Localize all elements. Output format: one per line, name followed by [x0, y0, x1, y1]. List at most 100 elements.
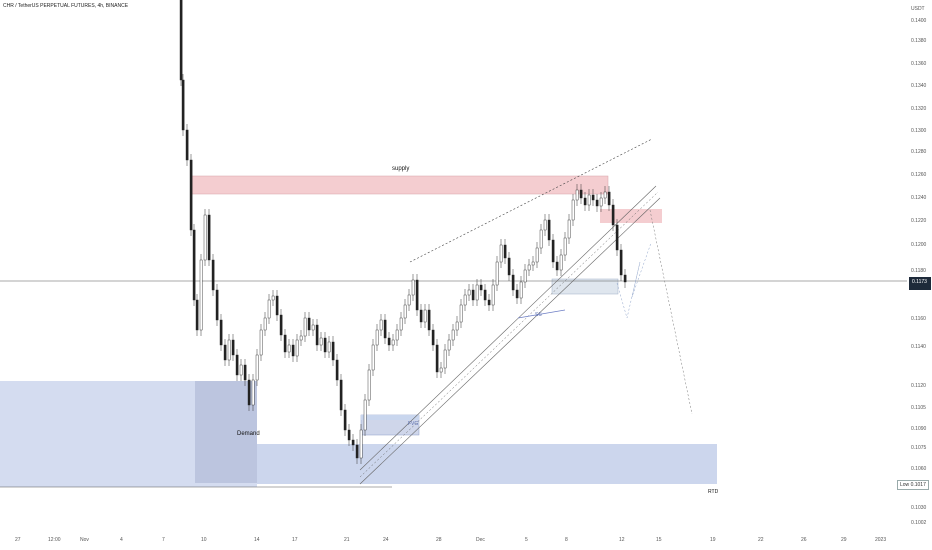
price-tick: 0.1400: [911, 18, 927, 24]
candle-up: [391, 339, 395, 346]
candle-down: [435, 344, 439, 373]
price-tick: 0.1280: [911, 149, 927, 155]
candle-down: [503, 244, 507, 259]
low-value: 0.1017: [910, 482, 926, 488]
time-tick: 15: [656, 537, 662, 543]
candle-up: [399, 317, 403, 331]
candle-up: [303, 317, 307, 337]
candle-up: [575, 189, 579, 201]
candle-up: [523, 269, 527, 283]
time-tick: 28: [436, 537, 442, 543]
candle-up: [263, 317, 267, 331]
price-tick: 0.1320: [911, 106, 927, 112]
supply-label: supply: [392, 166, 410, 172]
candle-up: [299, 335, 303, 341]
candle-up: [519, 281, 523, 299]
time-tick: 27: [15, 537, 21, 543]
candle-up: [463, 294, 467, 306]
price-tick: 0.1030: [911, 505, 927, 511]
price-tick: 0.1120: [911, 383, 926, 389]
candle-down: [583, 197, 587, 206]
candle-down: [291, 344, 295, 357]
candle-up: [459, 304, 463, 323]
supply-zone: [191, 175, 609, 195]
candle-up: [295, 339, 299, 357]
candle-up: [423, 309, 427, 323]
candle-up: [499, 244, 503, 263]
candle-up: [567, 219, 571, 239]
candle-down: [623, 274, 627, 283]
candle-up: [359, 429, 363, 459]
time-tick: 12:00: [48, 537, 61, 543]
candle-up: [255, 354, 259, 381]
candle-down: [215, 289, 219, 321]
price-axis[interactable]: USDT 0.1400 0.1380 0.1360 0.1340 0.1320 0.130…: [907, 0, 932, 530]
candle-down: [591, 194, 595, 201]
time-tick: 12: [619, 537, 625, 543]
candle-down: [615, 224, 619, 251]
candle-down: [547, 219, 551, 241]
candle-down: [219, 319, 223, 346]
candles: [179, 0, 627, 464]
time-tick: 17: [292, 537, 298, 543]
candle-down: [427, 309, 431, 331]
candle-down: [387, 337, 391, 346]
candle-up: [267, 299, 271, 319]
candle-down: [507, 257, 511, 276]
price-tick: 0.1340: [911, 83, 927, 89]
price-chart: [0, 0, 907, 488]
candle-up: [599, 197, 603, 207]
channel-lower: [359, 197, 661, 485]
price-tick: 0.1075: [911, 445, 927, 451]
candle-up: [411, 279, 415, 296]
candle-up: [603, 191, 607, 199]
candle-up: [563, 237, 567, 256]
candle-up: [227, 339, 231, 361]
price-tick: 0.1105: [911, 405, 926, 411]
price-tick: 0.1260: [911, 172, 927, 178]
candle-down: [383, 319, 387, 339]
candle-up: [571, 199, 575, 221]
candle-up: [367, 369, 371, 401]
candle-up: [559, 254, 563, 271]
candle-down: [471, 289, 475, 301]
candle-up: [439, 367, 443, 373]
fvg-label: FVG: [408, 421, 419, 427]
candle-down: [181, 79, 185, 131]
time-tick: 22: [758, 537, 764, 543]
candle-up: [327, 341, 331, 353]
candle-down: [231, 339, 235, 356]
chart-area[interactable]: CHR / TetherUS PERPETUAL FUTURES, 4h, BI…: [0, 0, 907, 530]
candle-up: [407, 294, 411, 306]
candle-up: [311, 324, 315, 331]
price-tick: 0.1140: [911, 344, 926, 350]
candle-down: [579, 189, 583, 199]
time-tick: 4: [120, 537, 123, 543]
time-tick: 5: [525, 537, 528, 543]
dotted-projection: [649, 209, 693, 415]
demand-zone-right: [257, 444, 717, 484]
candle-down: [179, 0, 183, 81]
channel-mid: [359, 191, 659, 478]
candle-down: [247, 379, 251, 406]
candle-up: [467, 289, 471, 296]
candle-down: [551, 239, 555, 263]
ss-arrow: [517, 309, 566, 319]
price-tick: 0.1180: [911, 268, 926, 274]
candle-down: [195, 299, 199, 331]
candle-down: [283, 334, 287, 353]
candle-down: [431, 329, 435, 346]
candle-up: [587, 194, 591, 206]
candle-up: [199, 259, 203, 331]
time-axis[interactable]: 27 12:00 Nov 4 7 10 14 17 21 24 28 Dec 5 8 12 15 19 22 26 2…: [0, 530, 907, 550]
candle-up: [395, 329, 399, 341]
candle-down: [235, 354, 239, 376]
time-tick: 19: [710, 537, 716, 543]
rtd-label: RTD: [708, 489, 719, 495]
candle-down: [279, 314, 283, 336]
ss-label: SS: [535, 312, 542, 318]
price-tick: 0.1060: [911, 466, 927, 472]
candle-down: [595, 199, 599, 207]
candle-up: [371, 344, 375, 371]
small-zone: [551, 278, 619, 295]
